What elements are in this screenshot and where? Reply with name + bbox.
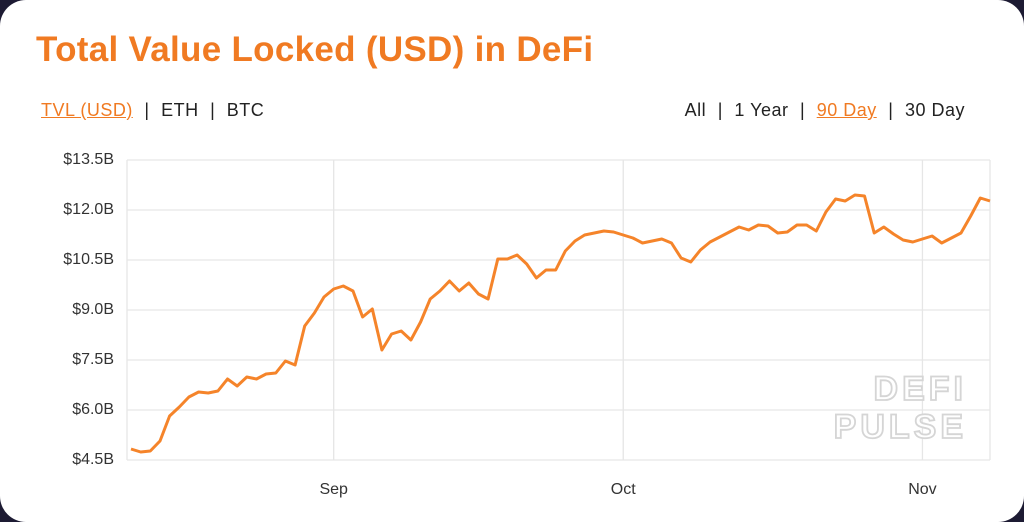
range-tabs: All | 1 Year | 90 Day | 30 Day [682,100,968,121]
separator: | [210,100,216,120]
metric-tabs: TVL (USD) | ETH | BTC [38,100,267,121]
y-tick-label: $12.0B [63,201,114,218]
tab[interactable]: All [684,100,707,120]
y-tick-label: $10.5B [63,251,114,268]
tab[interactable]: ETH [161,100,199,120]
tab[interactable]: TVL (USD) [41,100,133,120]
x-tick-label: Oct [611,481,636,498]
separator: | [799,100,806,120]
tab[interactable]: 90 Day [816,100,877,120]
x-tick-label: Sep [319,481,348,498]
y-tick-label: $13.5B [63,151,114,168]
chart-title: Total Value Locked (USD) in DeFi [36,30,594,69]
separator: | [144,100,150,120]
y-tick-label: $9.0B [72,301,114,318]
x-tick-label: Nov [908,481,936,498]
tab[interactable]: 30 Day [904,100,965,120]
y-tick-label: $6.0B [72,401,114,418]
y-tick-label: $4.5B [72,451,114,468]
line [130,193,991,454]
y-tick-label: $7.5B [72,351,114,368]
tab[interactable]: 1 Year [734,100,789,120]
tab[interactable]: BTC [226,100,265,120]
watermark: DEFI [874,370,967,408]
separator: | [888,100,894,120]
watermark: PULSE [834,408,967,446]
separator: | [717,100,723,120]
